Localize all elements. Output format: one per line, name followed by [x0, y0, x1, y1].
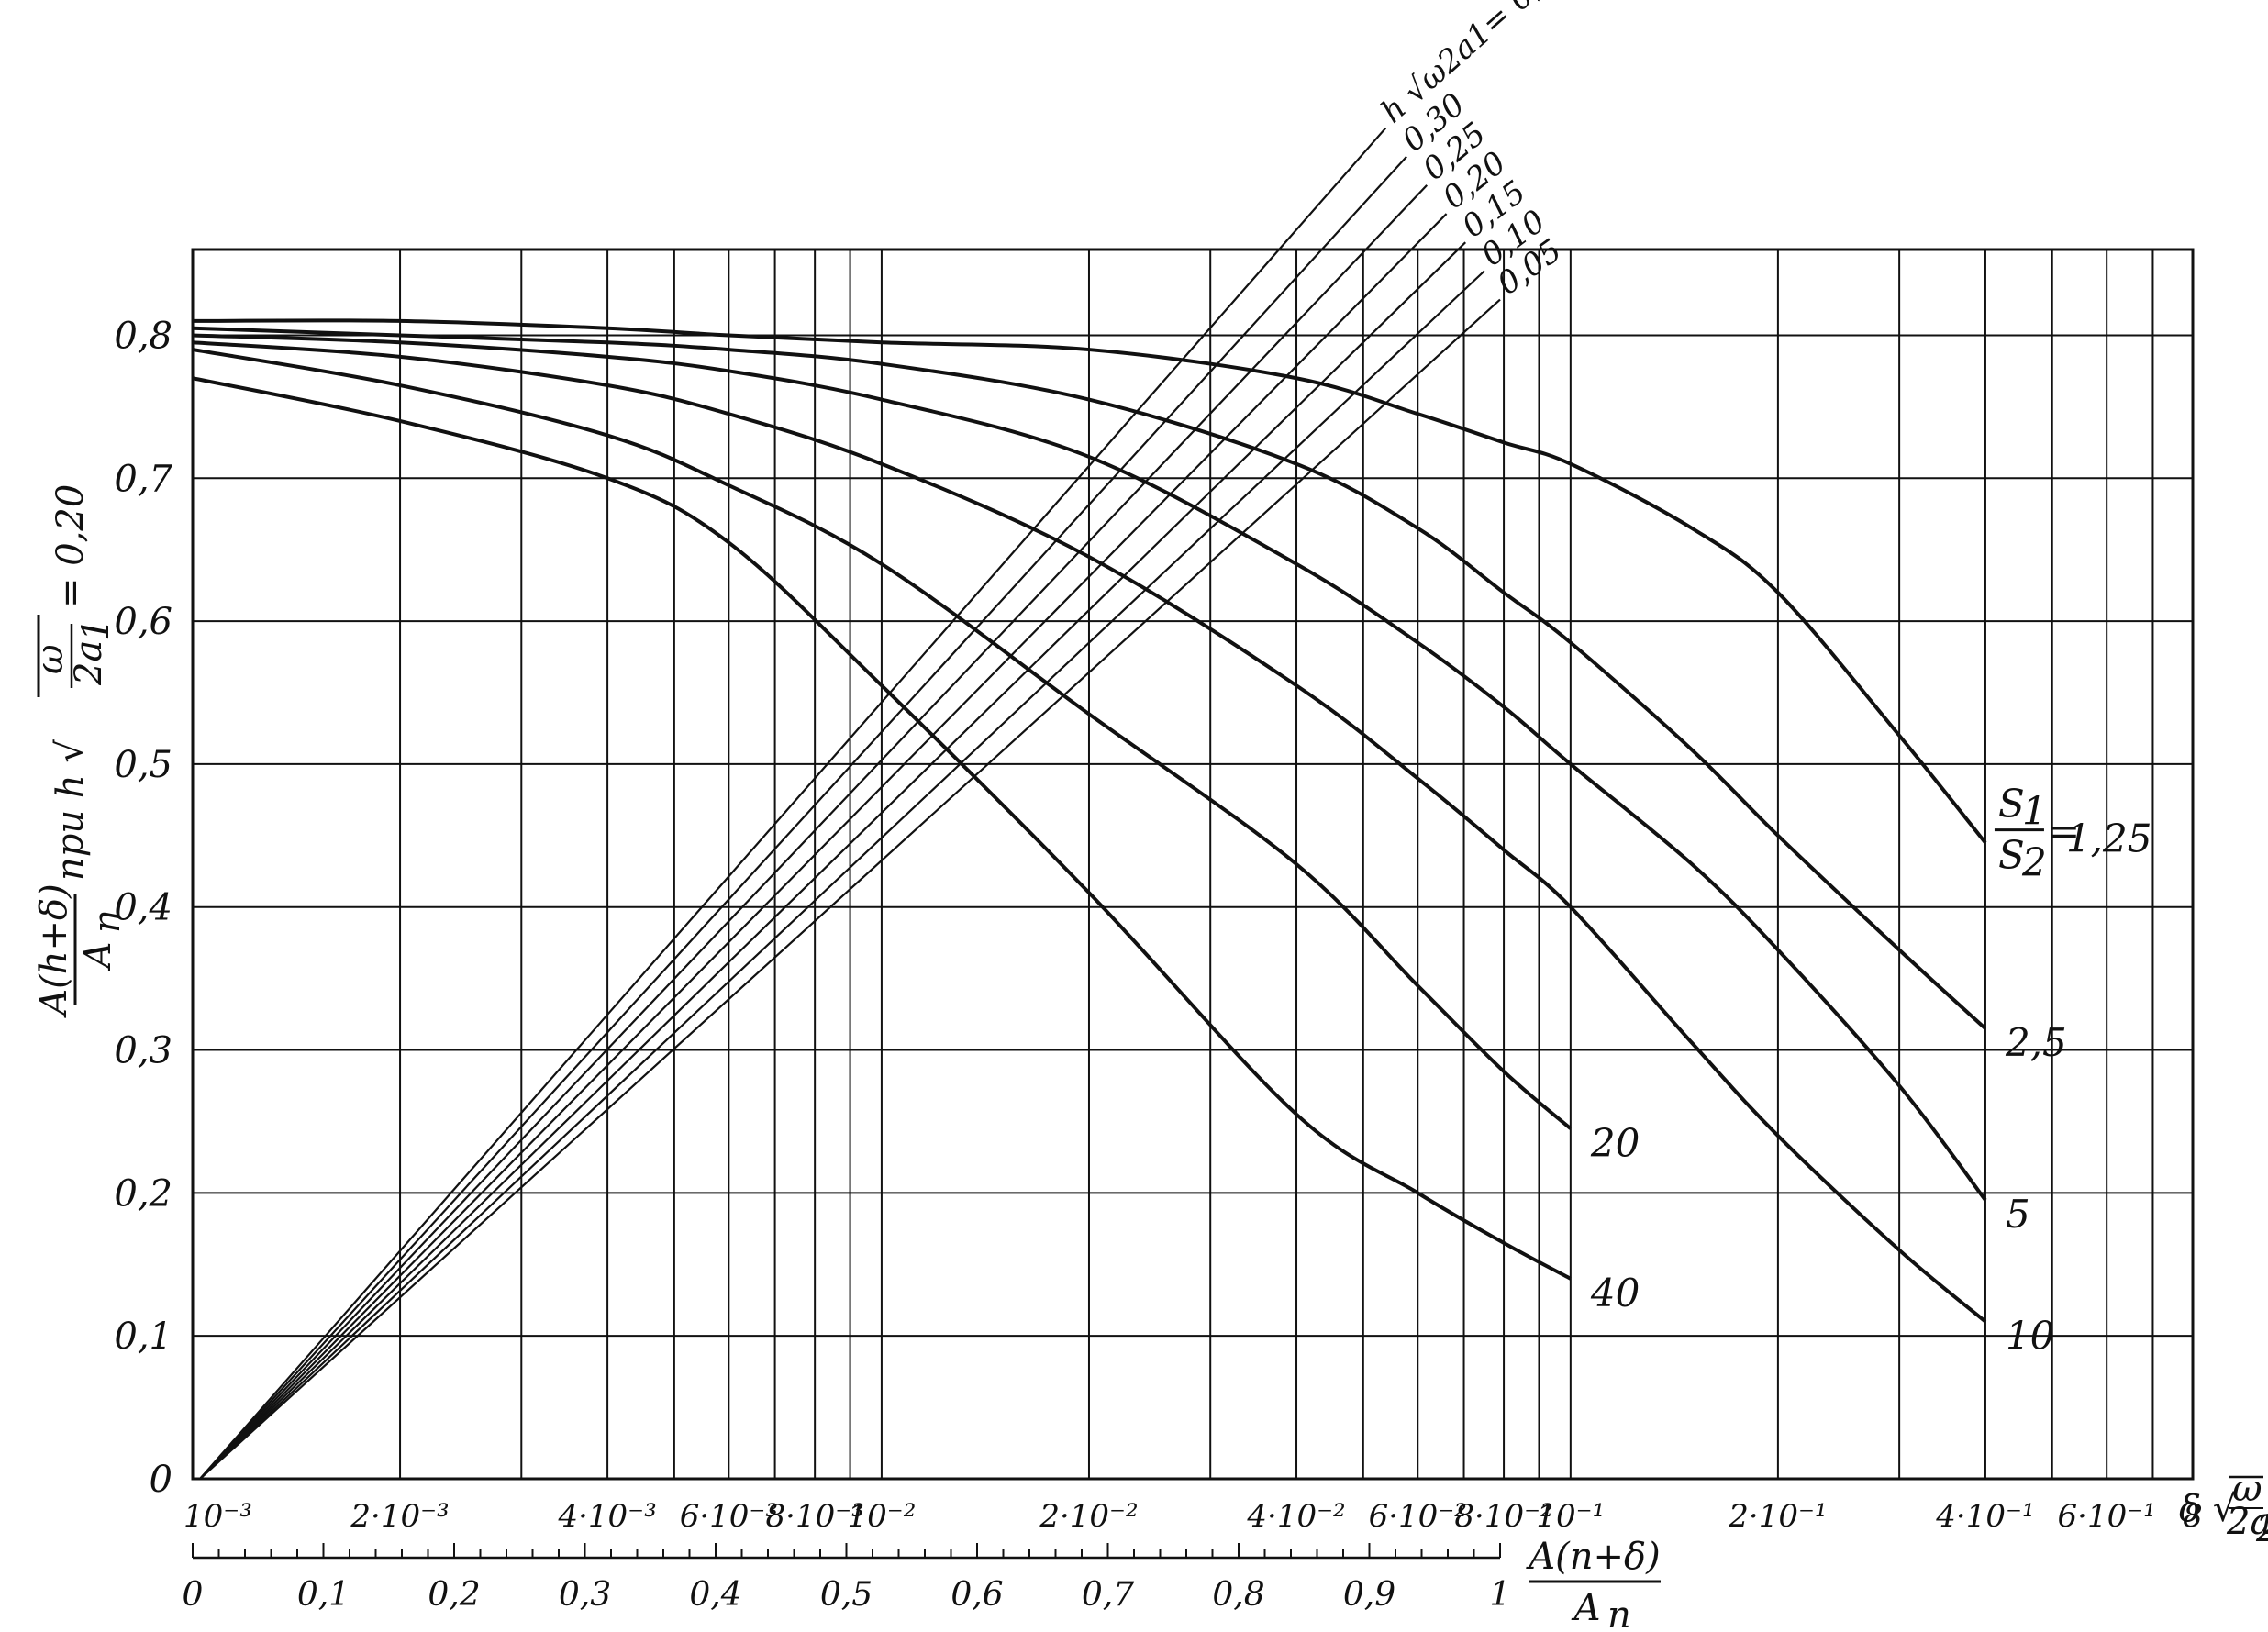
series-label: 40: [1590, 1271, 1640, 1316]
x-tick-label: 10⁻³: [183, 1498, 252, 1535]
x-tick-label: 10⁻²: [848, 1498, 917, 1535]
x-tick-label: 6·10⁻²: [1369, 1498, 1467, 1535]
x-tick-label: 8·10⁻²: [1454, 1498, 1552, 1535]
y-tick-label: 0,5: [114, 744, 172, 786]
x-tick-label: 2·10⁻²: [1039, 1498, 1138, 1535]
x-label-sub2: 2: [2255, 1508, 2268, 1550]
plot-frame: [191, 248, 2195, 1481]
x-tick-label: 2·10⁻³: [350, 1498, 449, 1535]
grid: [191, 248, 2195, 1481]
secondary-x-axis: 0 0,1 0,2 0,3 0,4 0,5 0,6 0,7 0,8 0,9 1: [183, 1543, 1511, 1614]
series-line: [192, 348, 1573, 1130]
x-tick-label: 6·10⁻³: [680, 1498, 778, 1535]
y-tick-label: 0: [150, 1459, 172, 1501]
secondary-tick-label: 0,8: [1212, 1576, 1264, 1614]
series-label: 10: [2006, 1314, 2054, 1359]
y-label-denominator: A: [77, 942, 119, 972]
series-label-sub: 2: [2021, 840, 2047, 885]
sec-label-numerator: A(n+δ): [1525, 1536, 1660, 1578]
x-tick-label: 4·10⁻³: [557, 1498, 656, 1535]
secondary-tick-label: 0,3: [559, 1576, 611, 1614]
x-tick-label: 8·10⁻³: [766, 1498, 864, 1535]
secondary-axis-label: A(n+δ) A n: [1525, 1536, 1661, 1632]
fan-lines: [199, 127, 1501, 1480]
fan-line-label: h √ω2a1= 0,35: [1374, 0, 1578, 130]
x-tick-label: 8: [2183, 1498, 2203, 1535]
y-tick-label: 0,8: [114, 315, 172, 357]
fan-line: [199, 241, 1467, 1480]
x-label-2a: 2a: [2226, 1501, 2268, 1543]
y-label-denominator-sub: n: [86, 909, 128, 933]
secondary-tick-label: 0,9: [1343, 1576, 1395, 1614]
secondary-tick-label: 0,4: [689, 1576, 741, 1614]
secondary-tick-label: 0,6: [951, 1576, 1003, 1614]
curves: [192, 318, 1987, 1324]
x-tick-label: 6·10⁻¹: [2058, 1498, 2156, 1535]
secondary-tick-label: 0,1: [297, 1576, 350, 1614]
x-label-main: δ √: [2179, 1488, 2237, 1530]
y-tick-label: 0,4: [114, 887, 172, 929]
fan-line: [199, 213, 1448, 1480]
y-label-numerator: A(h+δ): [33, 883, 75, 1018]
fan-line: [199, 270, 1485, 1480]
series-label: 20: [1590, 1120, 1640, 1165]
x-tick-label: 4·10⁻¹: [1935, 1498, 2034, 1535]
x-tick-label: 10⁻¹: [1536, 1498, 1605, 1535]
secondary-tick-label: 0: [183, 1576, 204, 1614]
fan-line: [199, 184, 1428, 1480]
fan-line: [199, 155, 1407, 1480]
y-tick-label: 0,3: [114, 1030, 172, 1072]
secondary-tick-label: 1: [1490, 1576, 1511, 1614]
secondary-tick-label: 0,2: [428, 1576, 480, 1614]
series-line: [192, 318, 1987, 844]
series-label-eq: =: [2048, 809, 2080, 854]
series-label-sub: 1: [2022, 789, 2047, 834]
series-line: [192, 333, 1987, 1202]
series-label-s: S: [1998, 782, 2025, 827]
y-label-sub1: 1: [75, 618, 117, 641]
series-line: [192, 340, 1987, 1324]
x-label-omega: ω: [2232, 1468, 2262, 1510]
y-tick-label: 0,7: [114, 458, 172, 500]
y-axis-label: A(h+δ) A n при h √ ω 2a 1 = 0,20: [29, 484, 128, 1019]
y-label-condition: при h √: [50, 739, 92, 881]
y-label-2a: 2a: [68, 640, 110, 686]
x-tick-labels: 10⁻³ 2·10⁻³ 4·10⁻³ 6·10⁻³8·10⁻³10⁻² 2·10⁻² 4·…: [183, 1498, 2203, 1535]
y-label-omega: ω: [29, 644, 72, 674]
y-tick-labels: 0 0,1 0,2 0,3 0,4 0,5 0,6 0,7 0,8: [114, 315, 172, 1501]
fan-line: [199, 298, 1501, 1480]
sec-label-denominator: A: [1571, 1587, 1601, 1629]
series-label: 5: [2006, 1192, 2030, 1237]
y-label-value: = 0,20: [50, 484, 92, 608]
series-line: [192, 326, 1987, 1030]
x-axis-label: δ √ ω 2a 2: [2179, 1468, 2268, 1550]
sec-label-sub: n: [1607, 1594, 1631, 1632]
x-tick-label: 2·10⁻¹: [1728, 1498, 1827, 1535]
y-tick-label: 0,2: [114, 1172, 172, 1215]
secondary-tick-label: 0,7: [1082, 1576, 1134, 1614]
series-label-s: S: [1998, 833, 2025, 878]
series-label: 1,25: [2066, 816, 2152, 861]
fan-line: [199, 127, 1387, 1480]
y-tick-label: 0,1: [114, 1316, 172, 1358]
series-label: 2,5: [2005, 1020, 2067, 1065]
y-tick-label: 0,6: [114, 601, 172, 643]
x-tick-label: 4·10⁻²: [1246, 1498, 1345, 1535]
secondary-tick-label: 0,5: [820, 1576, 873, 1614]
series-line: [192, 376, 1572, 1281]
